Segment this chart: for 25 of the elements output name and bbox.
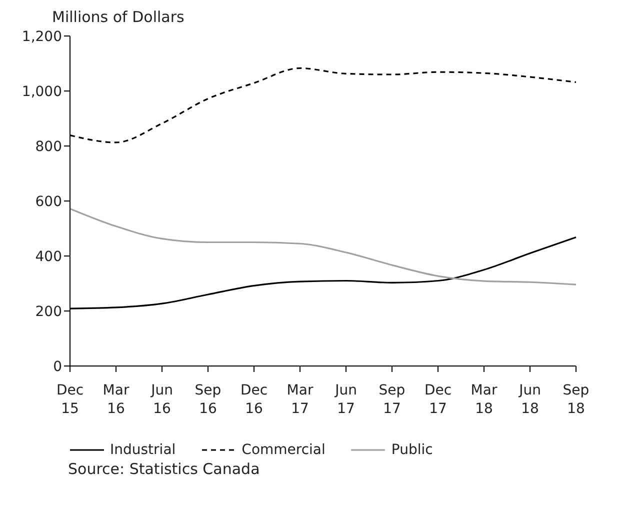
x-tick-label: Mar 17 [286,382,314,417]
x-tick-label: Sep 17 [378,382,406,417]
x-tick-label: Jun 18 [518,382,541,417]
y-tick-label: 0 [53,358,62,375]
y-tick-label: 200 [35,304,62,320]
x-tick-label: Mar 18 [470,382,498,417]
y-tick-label: 1,200 [22,28,62,45]
x-tick-label: Dec 16 [240,382,268,417]
y-tick-label: 1,000 [22,84,62,100]
legend-label: Commercial [242,442,326,458]
y-tick-label: 800 [35,138,62,155]
legend-label: Industrial [110,442,176,458]
y-axis-title: Millions of Dollars [51,8,186,28]
legend-label: Public [391,442,433,458]
x-tick-label: Sep 16 [194,382,222,417]
line-series [69,208,577,286]
source-note: Source: Statistics Canada [67,460,261,478]
y-tick-label: 400 [35,248,62,265]
x-tick-label: Sep 18 [562,382,590,417]
x-tick-label: Jun 17 [334,382,357,417]
x-tick-label: Dec 15 [56,382,84,417]
y-tick-label: 600 [35,194,62,210]
x-tick-label: Jun 16 [150,382,173,417]
x-tick-label: Dec 17 [424,382,452,417]
x-tick-label: Mar 16 [102,382,130,417]
